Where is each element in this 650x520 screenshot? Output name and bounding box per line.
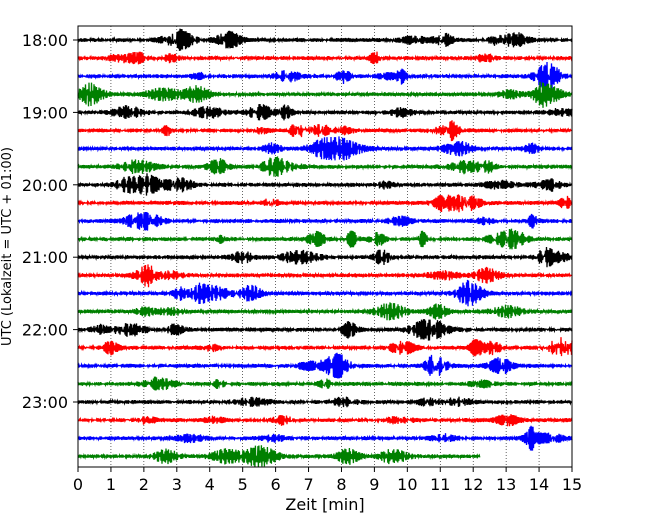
x-tick-label-14: 14 (529, 475, 549, 494)
x-tick-label-8: 8 (336, 475, 346, 494)
x-tick-label-11: 11 (430, 475, 450, 494)
x-tick-label-2: 2 (139, 475, 149, 494)
trace-2115 (77, 264, 573, 288)
trace-2200 (77, 319, 573, 341)
y-axis-ticks: 18:00 19:00 20:00 21:00 22:00 23:00 (22, 31, 78, 412)
plot-frame (77, 25, 573, 468)
x-tick-label-1: 1 (106, 475, 116, 494)
y-tick-label-3: 21:00 (22, 248, 68, 267)
x-tick-label-15: 15 (562, 475, 582, 494)
trace-2300 (77, 396, 573, 408)
y-tick-label-1: 19:00 (22, 103, 68, 122)
trace-2045 (77, 228, 573, 250)
trace-2245 (77, 376, 573, 391)
x-tick-label-4: 4 (205, 475, 215, 494)
trace-2015 (77, 194, 573, 213)
x-tick-label-7: 7 (303, 475, 313, 494)
y-axis-label: UTC (Lokalzeit = UTC + 01:00) (0, 147, 15, 346)
x-axis-label: Zeit [min] (285, 495, 364, 514)
x-tick-label-13: 13 (496, 475, 516, 494)
trace-2030 (77, 211, 573, 231)
trace-2230 (77, 352, 573, 379)
trace-1815 (77, 51, 573, 65)
trace-group (77, 28, 573, 468)
trace-1915 (77, 120, 573, 142)
x-tick-label-6: 6 (271, 475, 281, 494)
x-tick-label-3: 3 (172, 475, 182, 494)
trace-2100 (77, 246, 573, 268)
trace-2130 (77, 279, 573, 307)
y-tick-label-2: 20:00 (22, 176, 68, 195)
trace-1930 (77, 136, 573, 161)
trace-2345 (77, 445, 481, 468)
trace-1800 (77, 28, 573, 51)
y-tick-label-0: 18:00 (22, 31, 68, 50)
x-tick-label-10: 10 (397, 475, 417, 494)
y-tick-label-5: 23:00 (22, 393, 68, 412)
x-tick-label-9: 9 (369, 475, 379, 494)
trace-2215 (77, 337, 573, 357)
trace-2315 (77, 414, 573, 427)
x-tick-label-5: 5 (238, 475, 248, 494)
x-axis-ticks: 0 1 2 3 4 5 6 7 8 9 10 11 12 13 14 15 (73, 467, 582, 494)
trace-1900 (77, 103, 573, 121)
trace-2330 (77, 425, 573, 451)
y-tick-label-4: 22:00 (22, 321, 68, 340)
trace-1945 (77, 156, 573, 177)
x-tick-label-0: 0 (73, 475, 83, 494)
trace-1845 (77, 81, 573, 108)
trace-2145 (77, 302, 573, 321)
trace-1830 (77, 61, 573, 92)
x-tick-label-12: 12 (463, 475, 483, 494)
trace-2000 (77, 173, 573, 196)
